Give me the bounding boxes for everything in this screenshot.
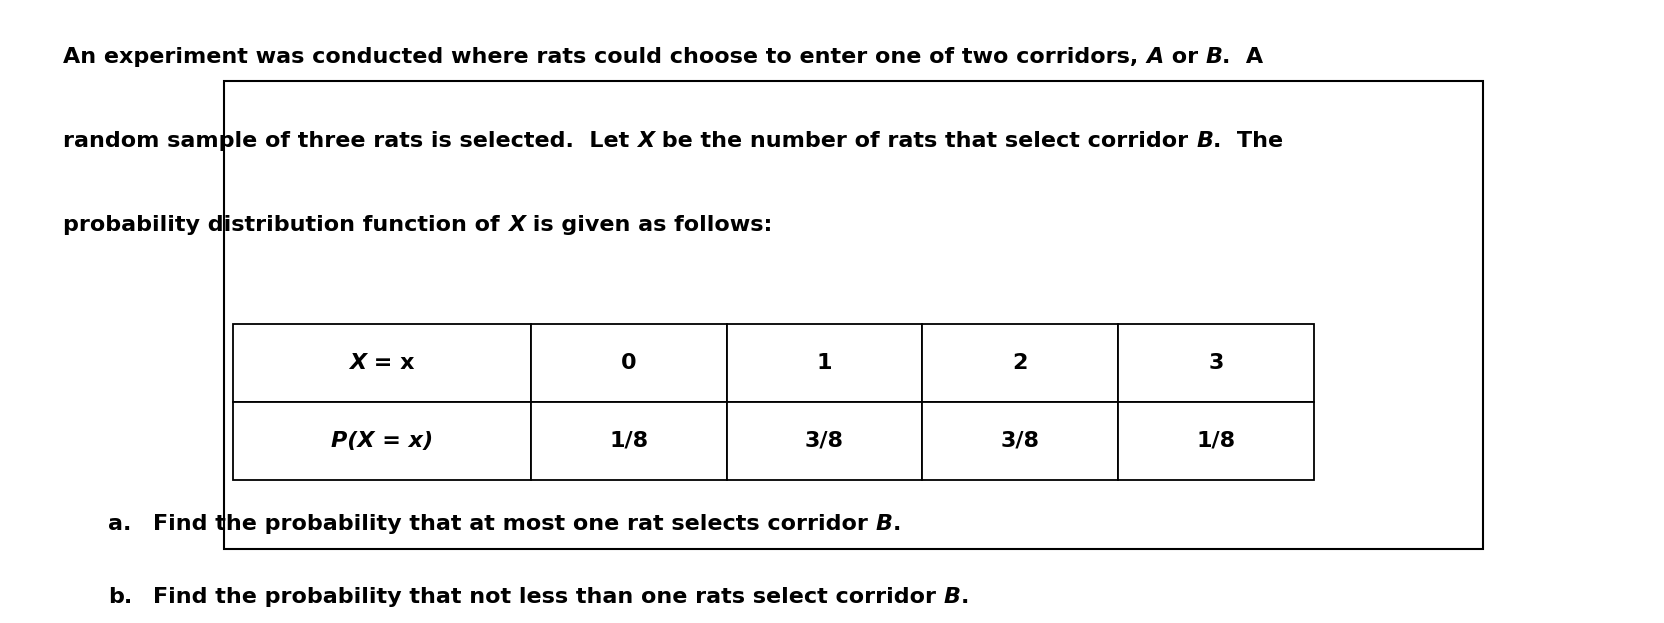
Bar <box>922 324 1118 402</box>
Text: = x: = x <box>366 353 414 373</box>
Text: a.: a. <box>108 514 131 534</box>
Text: random sample of three rats is selected.  Let: random sample of three rats is selected.… <box>63 131 637 151</box>
Text: A: A <box>1145 47 1163 67</box>
Text: .: . <box>960 587 968 607</box>
Text: .: . <box>892 514 900 534</box>
Text: X: X <box>508 215 524 235</box>
Text: P(X = x): P(X = x) <box>331 430 433 451</box>
Bar <box>726 402 922 480</box>
Text: probability distribution function of: probability distribution function of <box>63 215 508 235</box>
Text: B: B <box>875 514 892 534</box>
Bar <box>1118 324 1313 402</box>
Text: 2: 2 <box>1012 353 1027 373</box>
Text: b.: b. <box>108 587 133 607</box>
Text: 3/8: 3/8 <box>805 430 844 451</box>
Text: X: X <box>637 131 654 151</box>
Text: An experiment was conducted where rats could choose to enter one of two corridor: An experiment was conducted where rats c… <box>63 47 1145 67</box>
Text: B: B <box>1205 47 1221 67</box>
Text: 1/8: 1/8 <box>1196 430 1235 451</box>
Text: Find the probability that at most one rat selects corridor: Find the probability that at most one ra… <box>153 514 875 534</box>
Text: 1: 1 <box>817 353 832 373</box>
Text: 3/8: 3/8 <box>1000 430 1040 451</box>
Text: be the number of rats that select corridor: be the number of rats that select corrid… <box>654 131 1195 151</box>
Bar <box>922 402 1118 480</box>
Bar <box>233 324 531 402</box>
Bar <box>531 324 726 402</box>
Bar <box>233 402 531 480</box>
Text: X: X <box>349 353 366 373</box>
Text: .  The: . The <box>1213 131 1283 151</box>
Text: .  A: . A <box>1221 47 1263 67</box>
Text: is given as follows:: is given as follows: <box>524 215 772 235</box>
Text: 1/8: 1/8 <box>609 430 647 451</box>
Text: 0: 0 <box>621 353 636 373</box>
Bar <box>1118 402 1313 480</box>
Text: or: or <box>1163 47 1205 67</box>
Text: B: B <box>943 587 960 607</box>
Bar <box>531 402 726 480</box>
Text: 3: 3 <box>1208 353 1223 373</box>
Text: Find the probability that not less than one rats select corridor: Find the probability that not less than … <box>153 587 943 607</box>
Text: B: B <box>1195 131 1213 151</box>
Bar <box>726 324 922 402</box>
